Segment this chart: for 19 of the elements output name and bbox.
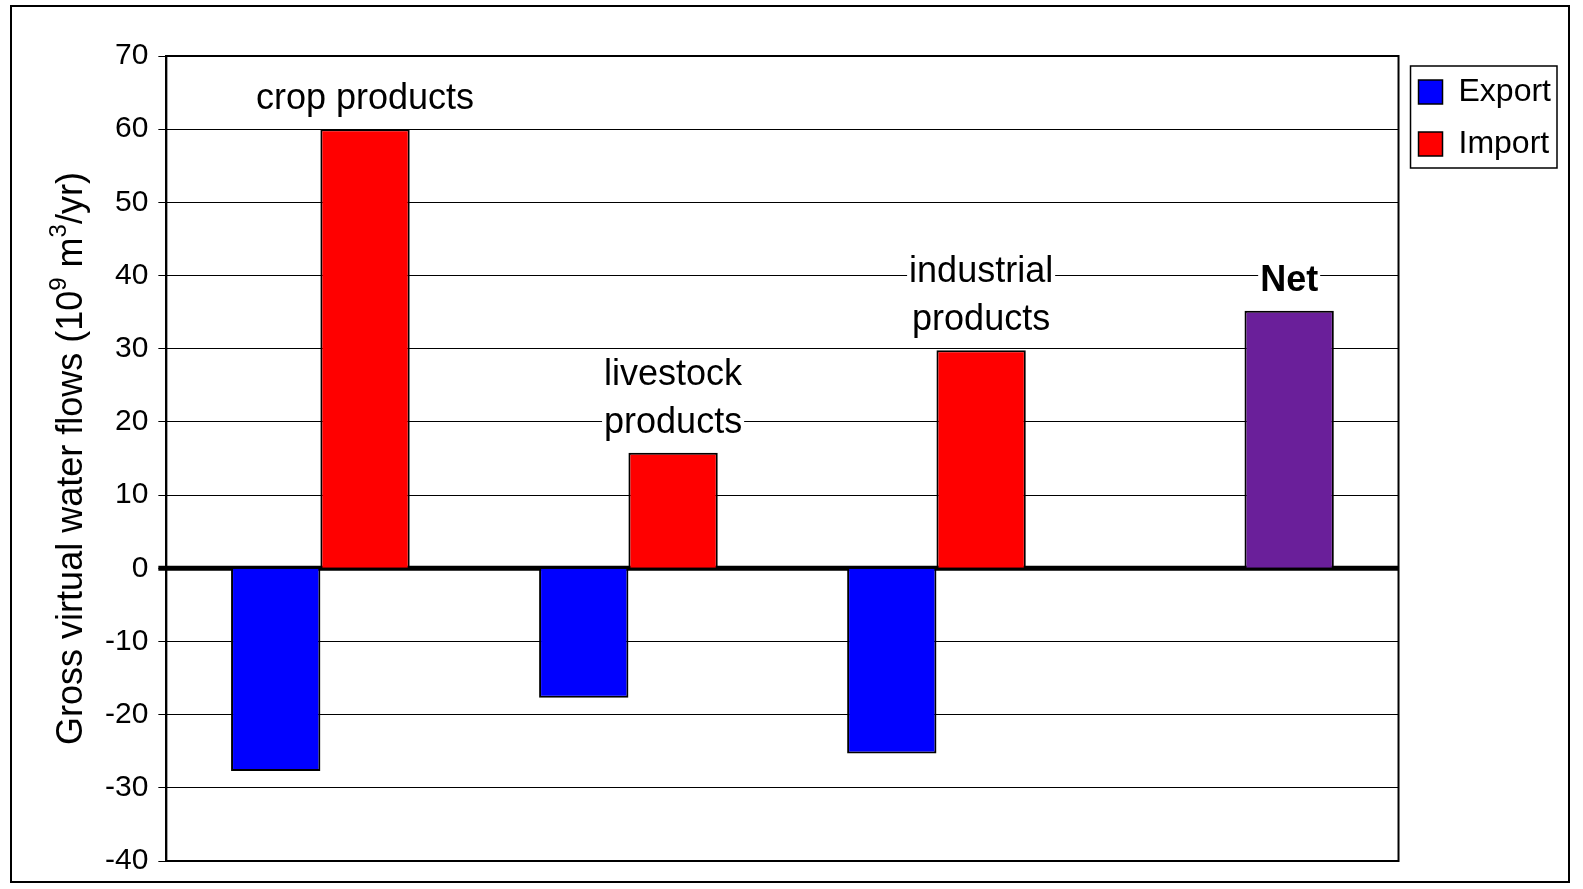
y-tick-label: 60 xyxy=(114,110,149,144)
y-tick-label: 40 xyxy=(114,256,149,290)
legend-label: Import xyxy=(1458,123,1550,160)
y-tick-label: -30 xyxy=(105,769,149,803)
x-tick-label: livestock products xyxy=(604,351,744,441)
y-tick-label: 50 xyxy=(114,183,149,217)
y-tick-label: 30 xyxy=(114,329,149,363)
x-tick-label: crop products xyxy=(255,76,475,118)
legend-label: Export xyxy=(1458,71,1552,108)
y-tick-label: 70 xyxy=(114,37,149,71)
y-tick-label: -40 xyxy=(105,842,149,876)
y-tick-label: 10 xyxy=(114,476,149,510)
y-tick-label: 20 xyxy=(114,403,149,437)
y-tick-label: -10 xyxy=(105,622,149,656)
y-axis-title: Gross virtual water flows (109 m3/yr) xyxy=(44,172,90,745)
y-tick-label: -20 xyxy=(105,695,149,729)
x-tick-label: Net xyxy=(1260,257,1319,299)
y-tick-label: 0 xyxy=(131,549,149,583)
x-tick-label: industrial products xyxy=(909,249,1054,339)
